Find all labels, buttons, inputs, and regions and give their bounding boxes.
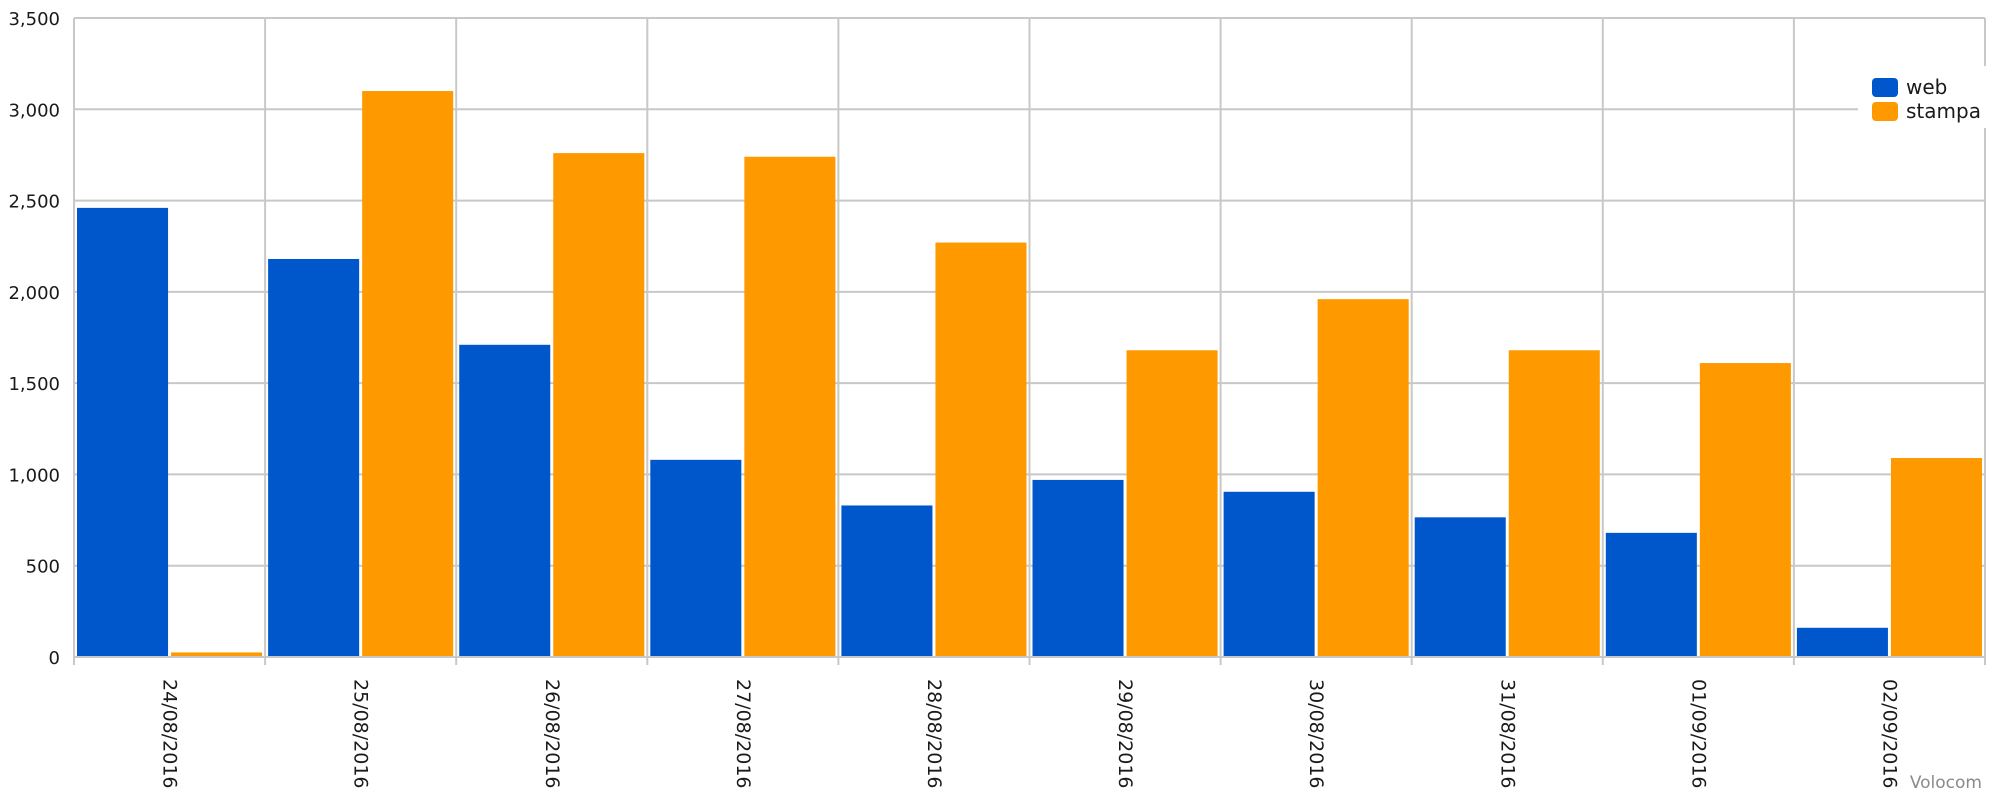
x-tick-label: 30/08/2016: [1305, 679, 1327, 789]
x-tick-label: 29/08/2016: [1114, 679, 1136, 789]
bar-stampa: [1508, 350, 1600, 657]
bar-stampa: [935, 242, 1027, 657]
bars: [77, 91, 1982, 658]
y-tick-label: 0: [49, 648, 60, 669]
legend-swatch-stampa: [1872, 102, 1898, 121]
bar-web: [841, 505, 933, 657]
gridlines: [73, 17, 1986, 665]
y-tick-label: 1,000: [8, 465, 60, 486]
legend-label-stampa: stampa: [1906, 99, 1981, 123]
legend-swatch-web: [1872, 78, 1898, 97]
x-tick-label: 02/09/2016: [1878, 679, 1900, 789]
bar-stampa: [171, 652, 263, 657]
bar-web: [1032, 479, 1124, 657]
bar-web: [650, 459, 742, 657]
x-tick-label: 31/08/2016: [1496, 679, 1518, 789]
bar-web: [1223, 491, 1315, 657]
bar-web: [459, 344, 551, 657]
bar-web: [268, 258, 360, 657]
bar-web: [1796, 627, 1888, 657]
axes: 0 500 1,000 1,500 2,000 2,500 3,000 3,500 24/08/…: [8, 9, 1985, 789]
y-tick-label: 2,000: [8, 283, 60, 304]
bar-web: [1605, 532, 1697, 657]
bar-web: [77, 207, 169, 658]
x-tick-label: 27/08/2016: [732, 679, 754, 789]
x-tick-label: 25/08/2016: [350, 679, 372, 789]
y-tick-label: 3,500: [8, 9, 60, 30]
bar-stampa: [744, 156, 836, 658]
bar-web: [1414, 517, 1506, 657]
watermark-text: Volocom: [1910, 773, 1982, 793]
y-tick-label: 3,000: [8, 100, 60, 121]
x-tick-label: 01/09/2016: [1687, 679, 1709, 789]
bar-stampa: [1699, 363, 1791, 657]
y-tick-label: 500: [26, 557, 60, 578]
y-tick-label: 2,500: [8, 192, 60, 213]
bar-stampa: [1126, 350, 1218, 657]
bar-stampa: [553, 153, 645, 658]
bar-stampa: [362, 91, 454, 658]
y-tick-label: 1,500: [8, 374, 60, 395]
bar-stampa: [1317, 299, 1409, 657]
x-tick-label: 24/08/2016: [159, 679, 181, 789]
x-tick-label: 26/08/2016: [541, 679, 563, 789]
legend-label-web: web: [1906, 75, 1947, 99]
x-tick-label: 28/08/2016: [923, 679, 945, 789]
bar-stampa: [1890, 457, 1982, 657]
